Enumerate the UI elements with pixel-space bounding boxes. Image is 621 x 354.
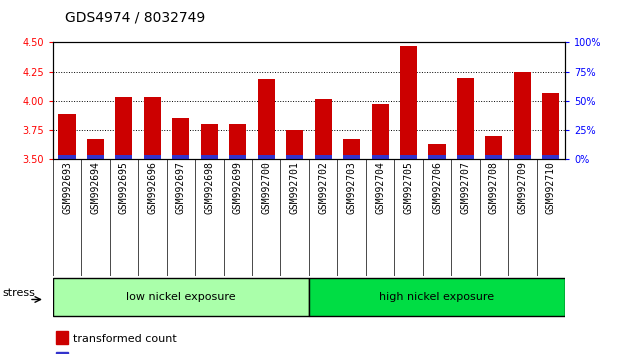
Bar <box>514 155 531 159</box>
Bar <box>486 136 502 159</box>
Bar <box>144 155 161 159</box>
Bar <box>286 130 303 159</box>
FancyBboxPatch shape <box>309 278 565 316</box>
Bar <box>116 97 132 159</box>
Bar <box>457 155 474 159</box>
Bar <box>58 114 76 159</box>
Bar <box>371 155 389 159</box>
Bar <box>542 93 560 159</box>
Bar <box>56 331 68 344</box>
Text: low nickel exposure: low nickel exposure <box>126 292 236 302</box>
Bar <box>514 72 531 159</box>
Bar <box>56 352 68 354</box>
Bar <box>343 155 360 159</box>
Text: transformed count: transformed count <box>73 333 176 344</box>
Bar <box>58 155 76 159</box>
Bar <box>400 46 417 159</box>
Bar <box>542 155 560 159</box>
FancyBboxPatch shape <box>53 278 309 316</box>
Bar <box>116 155 132 159</box>
Bar <box>87 139 104 159</box>
Bar <box>201 155 218 159</box>
Bar <box>258 79 274 159</box>
Bar <box>457 78 474 159</box>
Bar <box>486 155 502 159</box>
Bar <box>343 139 360 159</box>
Bar <box>286 155 303 159</box>
Bar <box>258 155 274 159</box>
Bar <box>315 98 332 159</box>
Text: GDS4974 / 8032749: GDS4974 / 8032749 <box>65 11 206 25</box>
Bar <box>400 155 417 159</box>
Bar <box>144 97 161 159</box>
Bar <box>428 144 446 159</box>
Text: stress: stress <box>2 288 35 298</box>
Bar <box>315 155 332 159</box>
Bar <box>229 155 247 159</box>
Bar <box>87 155 104 159</box>
Bar <box>428 155 446 159</box>
Text: high nickel exposure: high nickel exposure <box>379 292 494 302</box>
Bar <box>201 124 218 159</box>
Bar <box>229 124 247 159</box>
Bar <box>371 104 389 159</box>
Bar <box>173 155 189 159</box>
Bar <box>173 118 189 159</box>
